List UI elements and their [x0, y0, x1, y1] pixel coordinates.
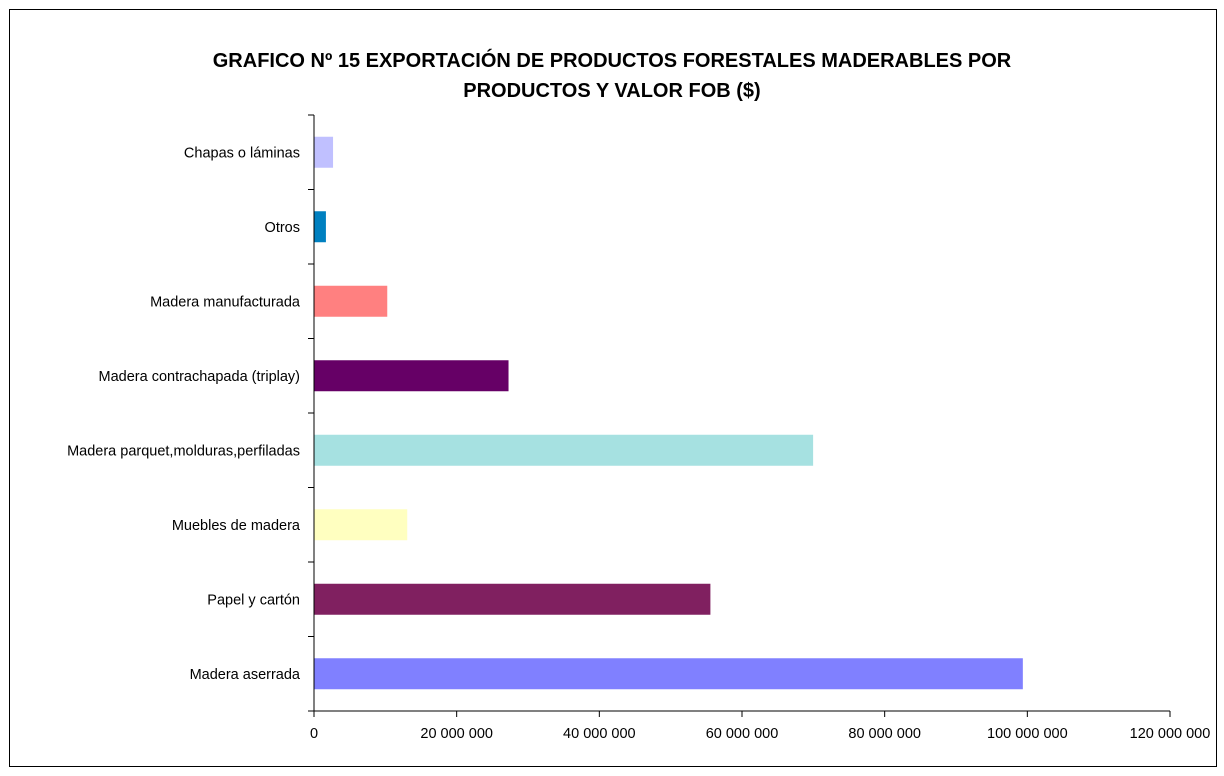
category-label: Muebles de madera — [172, 518, 301, 534]
x-tick-label: 0 — [310, 726, 318, 742]
chart-title: GRAFICO Nº 15 EXPORTACIÓN DE PRODUCTOS F… — [0, 46, 1224, 106]
x-tick-label: 60 000 000 — [706, 726, 779, 742]
x-tick-label: 20 000 000 — [420, 726, 493, 742]
bar — [314, 509, 408, 541]
bar — [314, 285, 388, 317]
category-label: Madera manufacturada — [150, 294, 301, 310]
x-tick-label: 80 000 000 — [848, 726, 921, 742]
category-label: Madera aserrada — [190, 667, 301, 683]
category-label: Otros — [265, 220, 300, 236]
x-tick-label: 40 000 000 — [563, 726, 636, 742]
bar — [314, 360, 509, 392]
chart-frame — [9, 9, 1217, 767]
bar — [314, 658, 1023, 690]
category-label: Papel y cartón — [207, 592, 300, 608]
category-label: Chapas o láminas — [184, 145, 300, 161]
bar — [314, 211, 326, 243]
bar — [314, 583, 711, 615]
x-tick-label: 100 000 000 — [987, 726, 1068, 742]
chart-title-line-1: GRAFICO Nº 15 EXPORTACIÓN DE PRODUCTOS F… — [212, 50, 1012, 72]
bar — [314, 136, 334, 168]
category-label: Madera parquet,molduras,perfiladas — [67, 443, 300, 459]
chart-title-line-2: PRODUCTOS Y VALOR FOB ($) — [463, 80, 761, 102]
bar — [314, 434, 814, 466]
category-label: Madera contrachapada (triplay) — [99, 369, 301, 385]
x-tick-label: 120 000 000 — [1130, 726, 1211, 742]
